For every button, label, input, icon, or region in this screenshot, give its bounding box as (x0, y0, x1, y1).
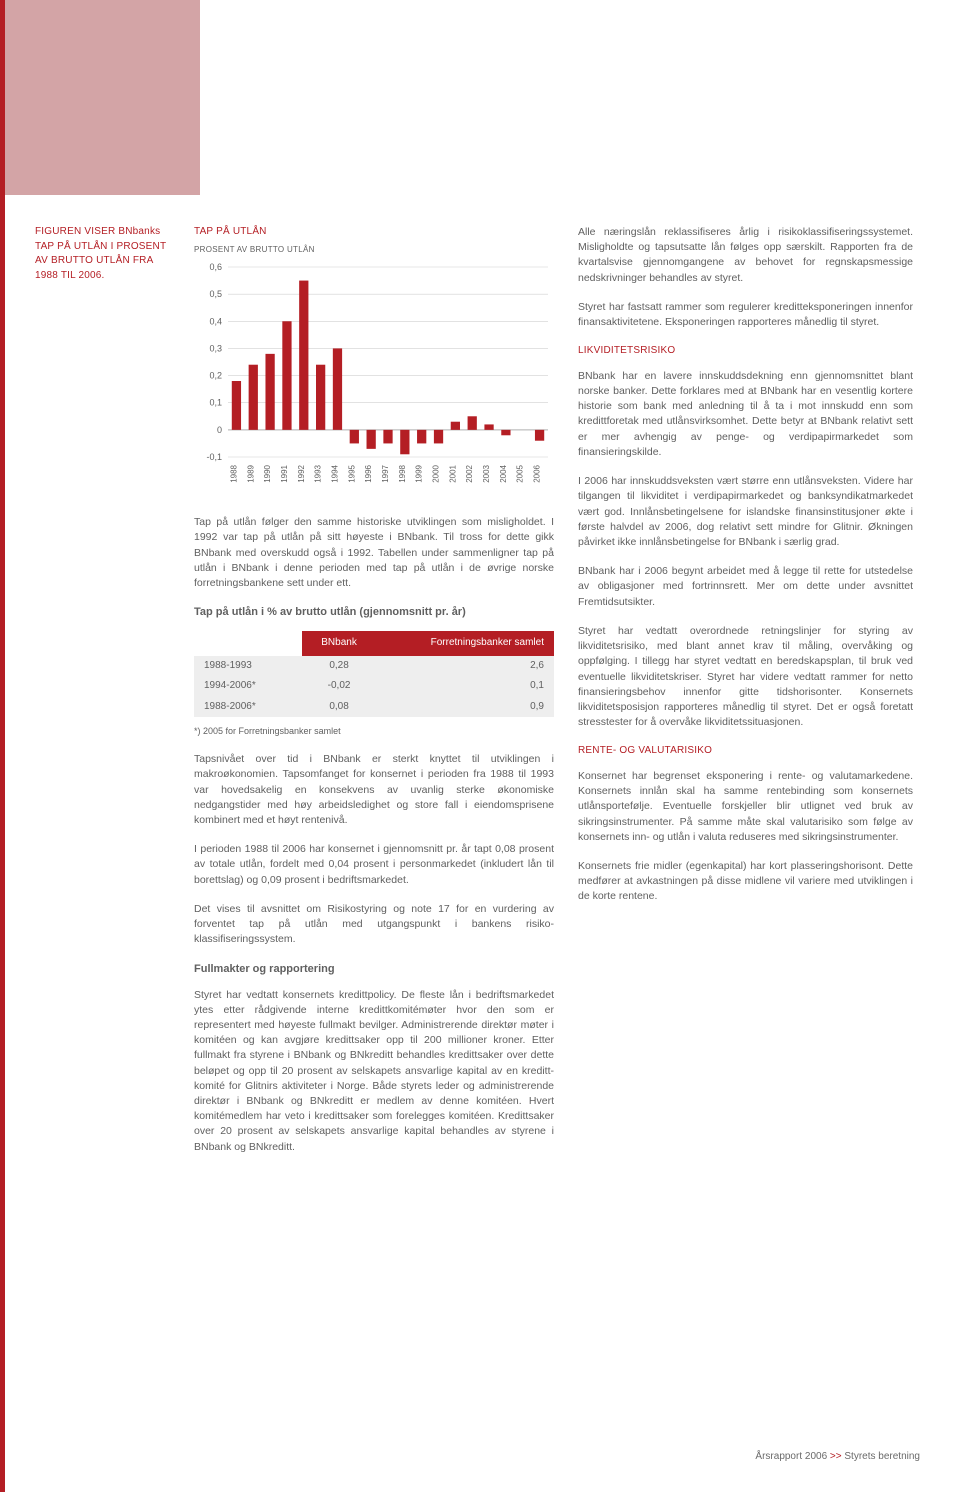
svg-text:2004: 2004 (499, 465, 508, 483)
table-head-bn: BNbank (302, 631, 376, 656)
right-paragraph-1: Alle næringslån reklassifiseres årlig i … (578, 225, 913, 286)
bn-cell: -0,02 (302, 676, 376, 697)
svg-text:1992: 1992 (297, 465, 306, 483)
fb-cell: 0,9 (376, 697, 554, 718)
bn-cell: 0,28 (302, 656, 376, 677)
svg-text:2002: 2002 (465, 465, 474, 483)
svg-text:2001: 2001 (448, 465, 457, 483)
svg-text:1995: 1995 (347, 465, 356, 483)
svg-text:1988: 1988 (229, 465, 238, 483)
svg-text:1994: 1994 (330, 465, 339, 483)
mid-paragraph-5: Styret har vedtatt konsernets kredittpol… (194, 988, 554, 1155)
chart-title: TAP PÅ UTLÅN (194, 225, 554, 240)
svg-text:1996: 1996 (364, 465, 373, 483)
svg-text:1999: 1999 (415, 465, 424, 483)
footer-right: Styrets beretning (844, 1451, 920, 1462)
period-cell: 1988-1993 (194, 656, 302, 677)
loss-table: BNbank Forretningsbanker samlet 1988-199… (194, 631, 554, 717)
bn-cell: 0,08 (302, 697, 376, 718)
period-cell: 1994-2006* (194, 676, 302, 697)
right-heading-2: RENTE- OG VALUTARISIKO (578, 744, 913, 759)
right-column: Alle næringslån reklassifiseres årlig i … (578, 225, 913, 1169)
right-paragraph-5: BNbank har i 2006 begynt arbeidet med å … (578, 564, 913, 610)
figure-caption: FIGUREN VISER BNbanks TAP PÅ UTLÅN I PRO… (35, 225, 170, 283)
svg-text:2006: 2006 (533, 465, 542, 483)
svg-text:2005: 2005 (516, 465, 525, 483)
svg-text:1997: 1997 (381, 465, 390, 483)
right-heading-1: LIKVIDITETSRISIKO (578, 344, 913, 359)
svg-text:0,5: 0,5 (209, 289, 222, 299)
fb-cell: 0,1 (376, 676, 554, 697)
table-row: 1994-2006* -0,02 0,1 (194, 676, 554, 697)
content-columns: FIGUREN VISER BNbanks TAP PÅ UTLÅN I PRO… (0, 195, 960, 1199)
right-paragraph-4: I 2006 har innskuddsveksten vært større … (578, 474, 913, 550)
page-footer: Årsrapport 2006 >> Styrets beretning (755, 1451, 920, 1462)
svg-text:0,6: 0,6 (209, 262, 222, 272)
left-column: FIGUREN VISER BNbanks TAP PÅ UTLÅN I PRO… (35, 225, 170, 1169)
bar-chart: -0,1 0 0,1 0,2 0,3 0,4 0,5 0,6 1988 1989 1990 1991 1… (194, 261, 554, 501)
svg-text:-0,1: -0,1 (206, 452, 222, 462)
table-head-fb: Forretningsbanker samlet (376, 631, 554, 656)
right-paragraph-3: BNbank har en lavere innskuddsdekning en… (578, 369, 913, 460)
mid-subhead-1: Fullmakter og rapportering (194, 962, 554, 978)
mid-paragraph-4: Det vises til avsnittet om Risikostyring… (194, 902, 554, 948)
period-cell: 1988-2006* (194, 697, 302, 718)
page-pink-block (5, 0, 200, 195)
svg-text:0,4: 0,4 (209, 316, 222, 326)
svg-text:1990: 1990 (263, 465, 272, 483)
table-caption: Tap på utlån i % av brutto utlån (gjenno… (194, 605, 554, 621)
svg-text:2000: 2000 (432, 465, 441, 483)
fb-cell: 2,6 (376, 656, 554, 677)
svg-text:1989: 1989 (246, 465, 255, 483)
svg-text:0: 0 (217, 425, 222, 435)
right-paragraph-6: Styret har vedtatt overordnede retningsl… (578, 624, 913, 731)
svg-text:0,2: 0,2 (209, 371, 222, 381)
svg-text:1998: 1998 (398, 465, 407, 483)
mid-paragraph-3: I perioden 1988 til 2006 har konsernet i… (194, 842, 554, 888)
mid-paragraph-2: Tapsnivået over tid i BNbank er sterkt k… (194, 752, 554, 828)
table-row: 1988-2006* 0,08 0,9 (194, 697, 554, 718)
footer-sep: >> (827, 1451, 844, 1462)
middle-column: TAP PÅ UTLÅN PROSENT AV BRUTTO UTLÅN -0,… (194, 225, 554, 1169)
right-paragraph-7: Konsernet har begrenset eksponering i re… (578, 769, 913, 845)
table-row: 1988-1993 0,28 2,6 (194, 656, 554, 677)
svg-text:0,3: 0,3 (209, 344, 222, 354)
chart-subtitle: PROSENT AV BRUTTO UTLÅN (194, 244, 554, 256)
table-footnote: *) 2005 for Forretningsbanker samlet (194, 725, 554, 738)
mid-paragraph-1: Tap på utlån følger den samme historiske… (194, 515, 554, 591)
right-paragraph-8: Konsernets frie midler (egenkapital) har… (578, 859, 913, 905)
svg-text:1993: 1993 (314, 465, 323, 483)
footer-left: Årsrapport 2006 (755, 1451, 827, 1462)
right-paragraph-2: Styret har fastsatt rammer som regulerer… (578, 300, 913, 330)
svg-text:2003: 2003 (482, 465, 491, 483)
svg-text:0,1: 0,1 (209, 398, 222, 408)
table-head-blank (194, 631, 302, 656)
svg-text:1991: 1991 (280, 465, 289, 483)
